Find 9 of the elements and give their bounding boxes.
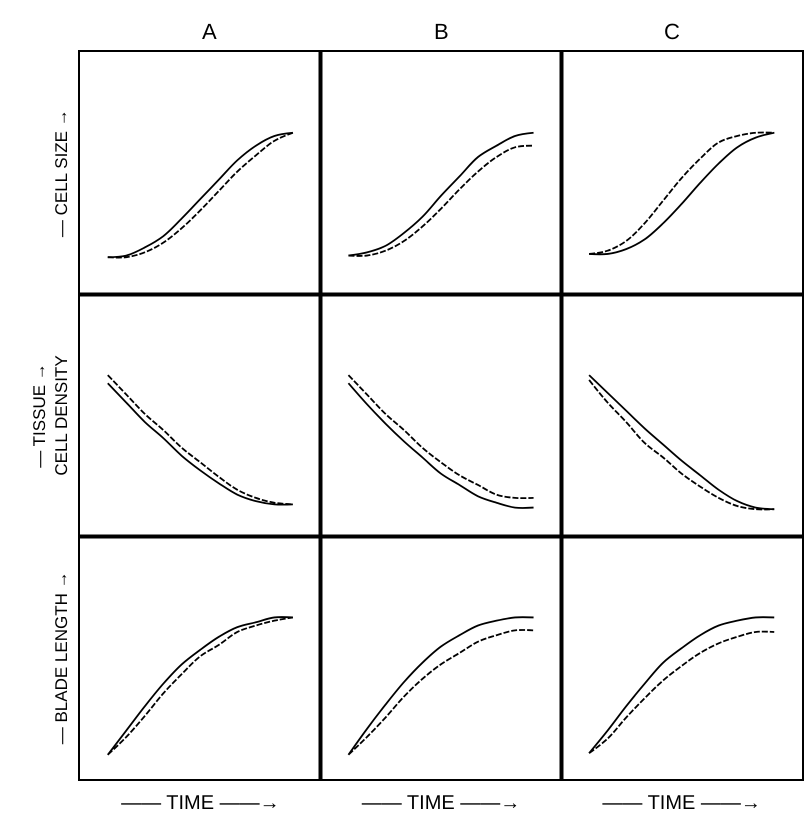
chart-title: A: [202, 19, 217, 44]
x-axis-title: —— TIME ——→: [602, 792, 761, 814]
y-axis-title: — TISSUE → CELL DENSITY: [30, 355, 72, 476]
chart-title: B: [434, 19, 449, 44]
chart-title: C: [664, 19, 680, 44]
x-axis-title: —— TIME ——→: [362, 792, 520, 814]
y-axis-title: — CELL SIZE →: [52, 109, 72, 238]
x-axis-title: —— TIME ——→: [121, 792, 280, 814]
y-axis-title: — BLADE LENGTH →: [52, 571, 72, 744]
